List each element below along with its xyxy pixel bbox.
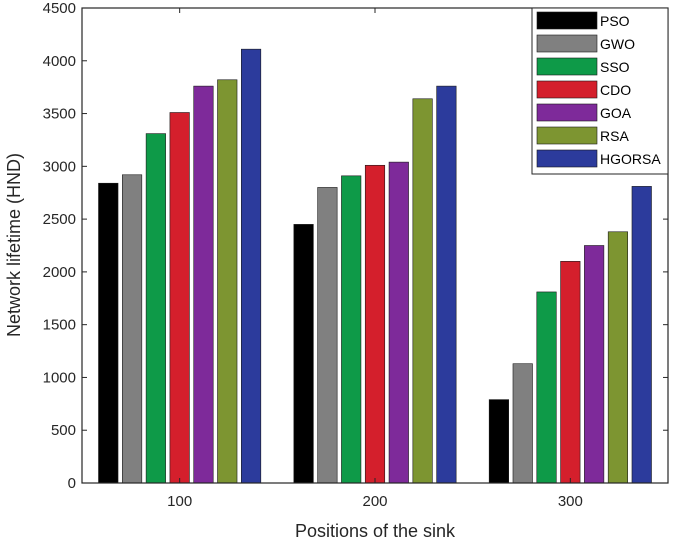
bar-sso-100 <box>145 133 166 484</box>
x-axis-label: Positions of the sink <box>295 521 456 541</box>
x-tick-label: 100 <box>167 493 192 510</box>
bar-cdo-300 <box>560 261 581 484</box>
y-tick-label: 1000 <box>43 369 76 386</box>
bar-rsa-200 <box>412 98 433 484</box>
legend-swatch-pso <box>536 11 598 30</box>
y-tick-label: 3500 <box>43 106 76 123</box>
x-axis: 100 200 300 <box>167 8 583 510</box>
bar-gwo-300 <box>512 363 533 484</box>
bar-pso-300 <box>488 399 509 484</box>
y-tick-label: 0 <box>68 475 76 492</box>
bar-gwo-100 <box>122 174 143 484</box>
legend-label-hgorsa: HGORSA <box>600 151 661 167</box>
y-tick-label: 4500 <box>43 0 76 17</box>
bar-hgorsa-100 <box>241 48 262 484</box>
bar-gwo-200 <box>317 187 338 484</box>
bar-hgorsa-200 <box>436 85 457 484</box>
legend-swatch-cdo <box>536 80 598 99</box>
bar-sso-200 <box>341 175 362 484</box>
y-axis: 0 500 1000 1500 2000 2500 3000 3500 4000 4500 <box>43 0 668 492</box>
bar-pso-200 <box>293 224 314 484</box>
bar-goa-100 <box>193 85 214 484</box>
legend-label-goa: GOA <box>600 105 632 121</box>
x-tick-label: 200 <box>362 493 387 510</box>
y-tick-label: 4000 <box>43 53 76 70</box>
legend-swatch-gwo <box>536 34 598 53</box>
bar-cdo-200 <box>364 164 386 484</box>
bar-rsa-100 <box>217 79 238 484</box>
bar-cdo-100 <box>169 112 190 484</box>
y-tick-label: 500 <box>51 422 76 439</box>
legend-label-cdo: CDO <box>600 82 631 98</box>
bar-pso-100 <box>98 182 119 484</box>
legend-swatch-goa <box>536 103 598 122</box>
bar-rsa-300 <box>607 231 628 484</box>
legend: PSO GWO SSO CDO GOA RSA HGORSA <box>531 7 669 175</box>
legend-swatch-sso <box>536 57 598 76</box>
legend-swatch-hgorsa <box>536 149 598 168</box>
bar-sso-300 <box>536 291 557 484</box>
bar-hgorsa-300 <box>631 186 652 484</box>
y-tick-label: 1500 <box>43 317 76 334</box>
y-tick-label: 2000 <box>43 264 76 281</box>
legend-label-rsa: RSA <box>600 128 629 144</box>
legend-swatch-rsa <box>536 126 598 145</box>
x-tick-label: 300 <box>558 493 583 510</box>
legend-label-gwo: GWO <box>600 36 635 52</box>
y-axis-label: Network lifetime (HND) <box>4 153 24 337</box>
legend-label-sso: SSO <box>600 59 630 75</box>
bar-goa-300 <box>584 245 605 484</box>
y-tick-label: 2500 <box>43 211 76 228</box>
bars-group <box>98 48 652 484</box>
legend-label-pso: PSO <box>600 13 630 29</box>
bar-goa-200 <box>388 161 409 484</box>
y-tick-label: 3000 <box>43 158 76 175</box>
